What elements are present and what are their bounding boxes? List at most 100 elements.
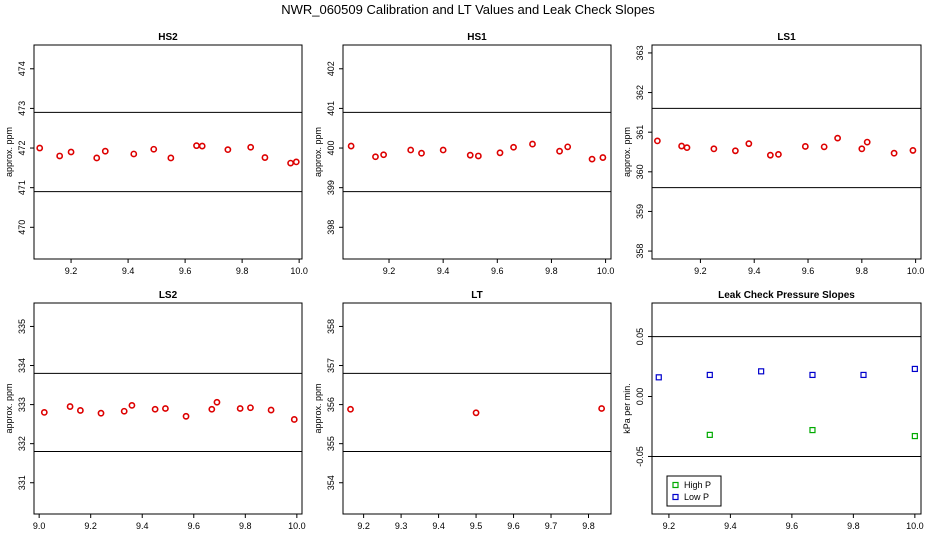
y-tick-label: 332 (17, 436, 27, 451)
data-point (863, 138, 871, 146)
data-point (290, 416, 298, 423)
data-point (911, 365, 918, 373)
data-point (529, 140, 536, 148)
data-point (198, 142, 206, 150)
data-point (710, 145, 718, 153)
data-point (67, 148, 75, 156)
data-point (588, 155, 596, 163)
data-point (247, 143, 255, 151)
y-axis-label: approx. ppm (313, 127, 323, 177)
data-point (56, 152, 64, 160)
data-point (347, 405, 354, 413)
data-point (167, 154, 175, 162)
data-point (193, 142, 200, 150)
legend-marker (672, 493, 679, 501)
y-tick-label: 334 (17, 358, 27, 373)
y-tick-label: -0.05 (635, 446, 645, 467)
data-point (150, 145, 158, 153)
data-point (247, 404, 254, 412)
data-point (466, 151, 474, 159)
legend-box (666, 475, 722, 507)
y-tick-label: 470 (17, 220, 27, 235)
x-tick-label: 9.4 (432, 521, 445, 531)
data-point (809, 426, 816, 434)
panel-title: HS1 (467, 32, 487, 43)
data-point (66, 403, 74, 410)
data-point (706, 431, 713, 438)
data-point (407, 146, 415, 154)
x-tick-label: 9.7 (545, 521, 558, 531)
x-tick-label: 9.4 (136, 521, 149, 531)
data-point (809, 371, 816, 379)
data-point (564, 143, 572, 151)
y-tick-label: 355 (326, 436, 336, 451)
data-point (758, 368, 765, 375)
y-tick-label: 474 (17, 61, 27, 76)
x-tick-label: 9.6 (786, 521, 799, 531)
panel-3: LS2 9.0 9.2 9.4 9.6 9.8 10.0 331 332 333 334 335 app… (4, 290, 306, 531)
x-tick-label: 10.0 (597, 266, 615, 276)
y-tick-label: 400 (326, 141, 336, 156)
data-point (820, 143, 828, 151)
data-point (472, 409, 480, 417)
legend-marker (672, 481, 679, 489)
data-point (598, 405, 606, 412)
y-tick-label: 0.00 (635, 388, 645, 406)
data-point (801, 143, 809, 150)
data-point (653, 137, 661, 145)
data-point (151, 405, 159, 413)
data-point (496, 149, 504, 157)
x-tick-label: 9.6 (802, 266, 815, 276)
data-point (128, 401, 136, 409)
plot-frame (342, 302, 612, 515)
data-point (380, 151, 388, 159)
x-tick-label: 9.5 (470, 521, 483, 531)
y-axis-label: kPa per min. (622, 383, 632, 434)
plot-frame (33, 302, 303, 515)
data-point (890, 149, 898, 157)
data-point (162, 405, 169, 412)
data-point (40, 409, 48, 416)
panel-4: LT 9.2 9.3 9.4 9.5 9.6 9.7 9.8 354 355 356 357 358 ap… (313, 290, 612, 531)
data-point (236, 405, 244, 412)
x-tick-label: 9.2 (357, 521, 370, 531)
x-tick-label: 9.2 (663, 521, 676, 531)
plot-frame (651, 302, 922, 515)
x-tick-label: 9.2 (84, 521, 97, 531)
plot-frame (342, 44, 612, 260)
panel-title: HS2 (158, 32, 178, 43)
x-tick-label: 9.4 (748, 266, 761, 276)
data-point (261, 154, 269, 161)
data-point (292, 158, 300, 166)
data-point (97, 409, 105, 417)
figure-title: NWR_060509 Calibration and LT Values and… (281, 2, 655, 17)
y-axis-label: approx. ppm (313, 383, 323, 433)
x-tick-label: 10.0 (906, 521, 924, 531)
data-point (130, 150, 138, 158)
data-point (834, 134, 842, 142)
data-point (858, 145, 866, 153)
x-tick-label: 9.4 (437, 266, 450, 276)
data-point (766, 151, 774, 159)
x-tick-label: 9.8 (847, 521, 860, 531)
data-point (731, 147, 739, 155)
panel-title: LS1 (777, 32, 796, 43)
y-tick-label: 398 (326, 220, 336, 235)
data-point (775, 150, 782, 158)
y-tick-label: 401 (326, 101, 336, 116)
y-tick-label: 472 (17, 141, 27, 156)
x-tick-label: 9.8 (856, 266, 869, 276)
y-tick-label: 363 (635, 45, 645, 60)
panel-title: Leak Check Pressure Slopes (718, 290, 855, 301)
y-tick-label: 0.05 (635, 328, 645, 346)
data-point (510, 143, 517, 151)
data-point (76, 407, 84, 414)
y-axis-label: approx. ppm (4, 383, 14, 433)
data-point (101, 147, 109, 155)
data-point (213, 398, 221, 406)
y-tick-label: 399 (326, 180, 336, 195)
y-axis-label: approx. ppm (622, 127, 632, 177)
panel-1: HS1 9.2 9.4 9.6 9.8 10.0 398 399 400 401 402 approx… (313, 32, 614, 276)
data-point (93, 154, 101, 162)
data-point (683, 144, 691, 152)
